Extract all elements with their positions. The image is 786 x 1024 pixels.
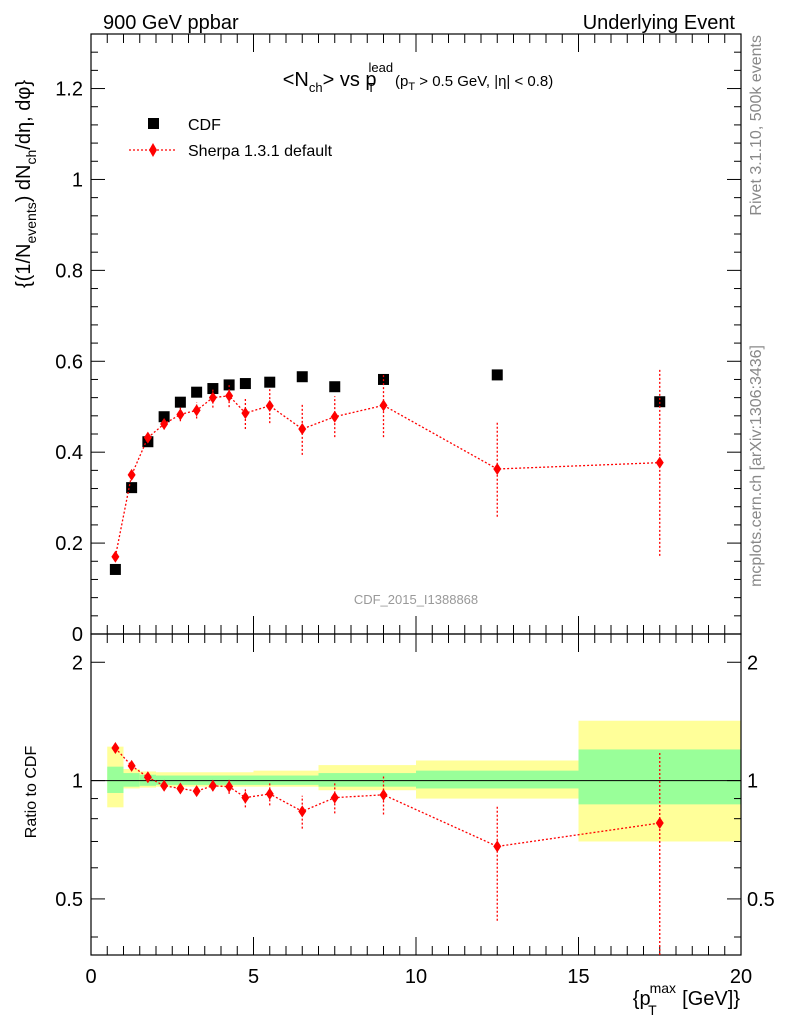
sherpa-point <box>379 399 388 412</box>
x-tick-label: 20 <box>730 966 752 988</box>
band-inner <box>107 766 124 793</box>
bottom-y-tick-label: 2 <box>72 652 83 674</box>
sherpa-point <box>298 423 307 435</box>
legend-marker-cdf <box>148 118 159 129</box>
top-y-axis-label: {(1/Nevents) dNch/dη, dφ} <box>13 80 39 288</box>
cdf-point <box>191 386 203 398</box>
sherpa-point <box>176 408 185 421</box>
cdf-point <box>329 381 341 393</box>
band-inner <box>123 773 140 787</box>
ratio-point <box>241 791 250 804</box>
bottom-y-axis-label: Ratio to CDF <box>23 746 40 839</box>
x-tick-label: 5 <box>248 966 259 988</box>
x-tick-label: 0 <box>85 966 96 988</box>
top-y-tick-label: 0.2 <box>55 533 83 555</box>
bottom-y-tick-label: 1 <box>72 771 83 793</box>
legend: CDF Sherpa 1.3.1 default <box>129 117 333 160</box>
side-label-mcplots: mcplots.cern.ch [arXiv:1306:3436] <box>748 345 765 587</box>
legend-marker-sherpa <box>149 143 157 157</box>
ratio-point <box>298 805 307 818</box>
sherpa-point <box>208 391 217 404</box>
side-label-rivet: Rivet 3.1.10, 500k events <box>748 35 765 216</box>
top-y-tick-label: 0.4 <box>55 442 83 464</box>
sherpa-point <box>111 550 120 563</box>
bottom-y-tick-label: 0.5 <box>55 889 83 911</box>
ratio-point <box>330 791 339 804</box>
bottom-y-tick-label-right: 1 <box>747 771 758 793</box>
bottom-y-tick-label-right: 0.5 <box>747 889 775 911</box>
header-right: Underlying Event <box>583 12 736 34</box>
legend-label-sherpa: Sherpa 1.3.1 default <box>188 143 333 160</box>
ratio-point <box>127 759 136 772</box>
cdf-point <box>491 369 503 381</box>
cdf-point <box>296 371 308 383</box>
sherpa-point <box>241 407 250 420</box>
cdf-point <box>239 378 251 390</box>
top-y-tick-label: 0.6 <box>55 351 83 373</box>
watermark: CDF_2015_I1388868 <box>354 592 478 607</box>
cdf-point <box>207 383 219 395</box>
header-left: 900 GeV ppbar <box>103 12 239 34</box>
top-y-tick-label: 0.8 <box>55 260 83 282</box>
sherpa-point <box>265 399 274 412</box>
axes: 0 0.2 0.4 0.6 0.8 1 1.2 0 5 10 15 20 0.5 0.5 1 1 2 2 <box>55 33 775 988</box>
top-y-tick-label: 0 <box>72 624 83 646</box>
band-inner <box>318 773 416 787</box>
band-inner <box>416 770 579 789</box>
ratio-point <box>225 780 234 793</box>
ratio-point <box>379 788 388 801</box>
cdf-point <box>158 411 170 423</box>
ratio-point <box>655 817 664 830</box>
top-y-tick-label: 1 <box>72 169 83 191</box>
bottom-y-tick-label-right: 2 <box>747 652 758 674</box>
ratio-point <box>160 779 169 792</box>
sherpa-point <box>493 463 502 475</box>
sherpa-point <box>160 418 169 430</box>
top-y-tick-label: 1.2 <box>55 79 83 101</box>
ratio-point <box>265 787 274 800</box>
ratio-point <box>208 779 217 792</box>
top-plot-title: <Nch> vs plead T (pT > 0.5 GeV, |η| < 0.8) <box>283 60 554 95</box>
legend-label-cdf: CDF <box>188 117 221 134</box>
sherpa-point <box>192 404 201 417</box>
ratio-point <box>493 840 502 853</box>
sherpa-point <box>225 389 234 402</box>
cdf-point <box>109 563 121 575</box>
sherpa-point <box>330 410 339 423</box>
x-tick-label: 10 <box>405 966 427 988</box>
cdf-point <box>174 396 186 408</box>
sherpa-point <box>655 456 664 469</box>
sherpa-point <box>143 431 152 444</box>
cdf-point <box>223 379 235 391</box>
x-tick-label: 15 <box>567 966 589 988</box>
cdf-point <box>654 396 666 408</box>
ratio-point <box>176 782 185 795</box>
ratio-point <box>192 785 201 798</box>
ratio-point <box>111 742 120 755</box>
cdf-point <box>126 482 138 494</box>
ratio-point <box>143 771 152 784</box>
cdf-point <box>264 376 276 388</box>
sherpa-point <box>127 468 136 481</box>
ratio-bands <box>91 720 741 842</box>
sherpa-line <box>114 395 660 557</box>
chart-marks <box>109 369 666 955</box>
x-axis-label: {pmax T [GeV]} <box>633 980 741 1018</box>
